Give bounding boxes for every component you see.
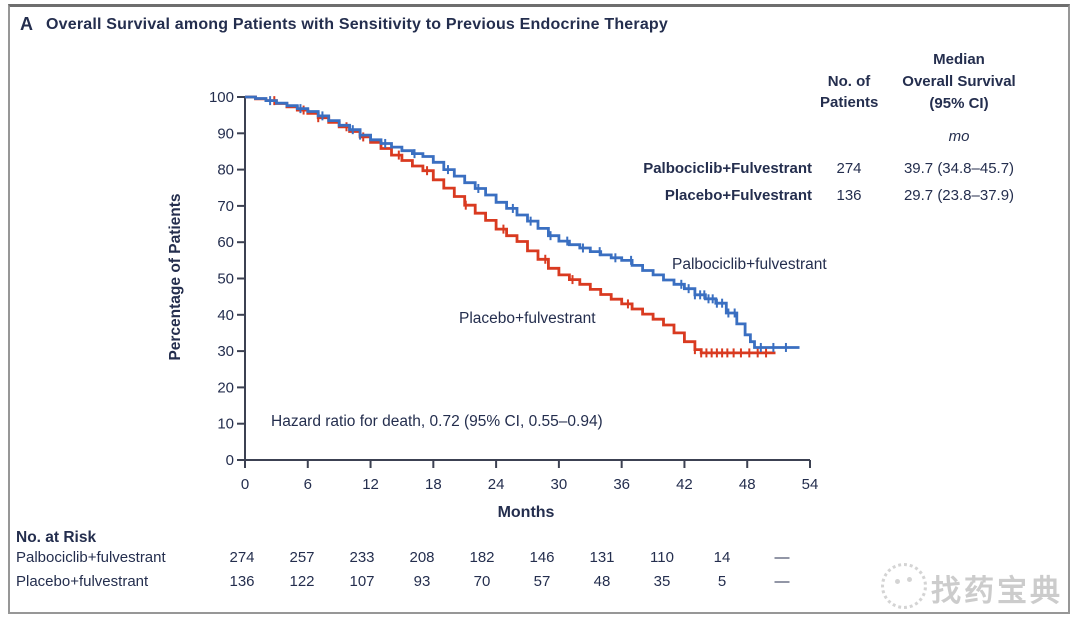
risk-row-label: Palbociclib+fulvestrant (16, 549, 166, 566)
x-tick-label: 18 (425, 476, 442, 493)
watermark-logo-icon (881, 563, 927, 609)
risk-value: 57 (533, 573, 551, 590)
x-tick-label: 12 (362, 476, 379, 493)
watermark-text: 找药宝典 (931, 575, 1063, 608)
panel-letter: A (20, 14, 33, 34)
curve-label-palbociclib: Palbociclib+fulvestrant (672, 256, 827, 273)
y-tick-label: 100 (209, 89, 234, 106)
y-tick-label: 40 (217, 307, 234, 324)
y-tick-label: 90 (217, 125, 234, 142)
risk-value: 131 (589, 549, 615, 566)
x-tick-label: 42 (676, 476, 693, 493)
summary-row-label: Placebo+Fulvestrant (664, 187, 812, 204)
risk-value: 257 (289, 549, 315, 566)
y-tick-label: 0 (226, 452, 234, 469)
risk-value: 182 (469, 549, 495, 566)
risk-table-title: No. at Risk (16, 529, 97, 546)
risk-value: 70 (473, 573, 491, 590)
x-tick-label: 6 (304, 476, 312, 493)
summary-row-label: Palbociclib+Fulvestrant (643, 160, 812, 177)
risk-value: 233 (349, 549, 375, 566)
risk-value: — (774, 573, 790, 590)
y-tick-label: 70 (217, 198, 234, 215)
risk-value: 136 (229, 573, 255, 590)
y-tick-label: 50 (217, 271, 234, 288)
hazard-ratio-annotation: Hazard ratio for death, 0.72 (95% CI, 0.… (271, 413, 603, 430)
y-tick-label: 20 (217, 379, 234, 396)
survival-curve-palbociclib-fulvestrant (245, 95, 800, 349)
x-axis-title: Months (497, 504, 555, 521)
y-tick-label: 10 (217, 416, 234, 433)
curve-label-placebo: Placebo+fulvestrant (459, 310, 596, 327)
risk-value: 5 (717, 573, 727, 590)
risk-value: 208 (409, 549, 435, 566)
risk-value: 107 (349, 573, 375, 590)
risk-value: 146 (529, 549, 555, 566)
summary-row-n: 274 (836, 160, 862, 177)
risk-value: 274 (229, 549, 255, 566)
x-tick-label: 36 (613, 476, 630, 493)
x-tick-label: 54 (802, 476, 819, 493)
risk-row-label: Placebo+fulvestrant (16, 573, 149, 590)
summary-row-median: 29.7 (23.8–37.9) (903, 187, 1015, 204)
risk-value: 48 (593, 573, 611, 590)
summary-unit: mo (948, 128, 970, 145)
summary-header-median: Median Overall Survival (95% CI) (902, 51, 1016, 112)
x-tick-label: 24 (488, 476, 505, 493)
risk-value: — (774, 549, 790, 566)
summary-row-median: 39.7 (34.8–45.7) (903, 160, 1015, 177)
summary-header-patients: No. of Patients (820, 73, 879, 111)
y-tick-label: 80 (217, 162, 234, 179)
risk-value: 122 (289, 573, 315, 590)
risk-value: 35 (653, 573, 671, 590)
y-tick-label: 60 (217, 234, 234, 251)
risk-value: 93 (413, 573, 431, 590)
risk-value: 14 (713, 549, 731, 566)
figure-title: Overall Survival among Patients with Sen… (46, 16, 668, 33)
summary-row-n: 136 (836, 187, 862, 204)
x-tick-label: 0 (241, 476, 249, 493)
risk-value: 110 (650, 549, 674, 566)
survival-curve-placebo-fulvestrant (245, 95, 776, 355)
x-tick-label: 48 (739, 476, 756, 493)
x-tick-label: 30 (551, 476, 568, 493)
y-tick-label: 30 (217, 343, 234, 360)
